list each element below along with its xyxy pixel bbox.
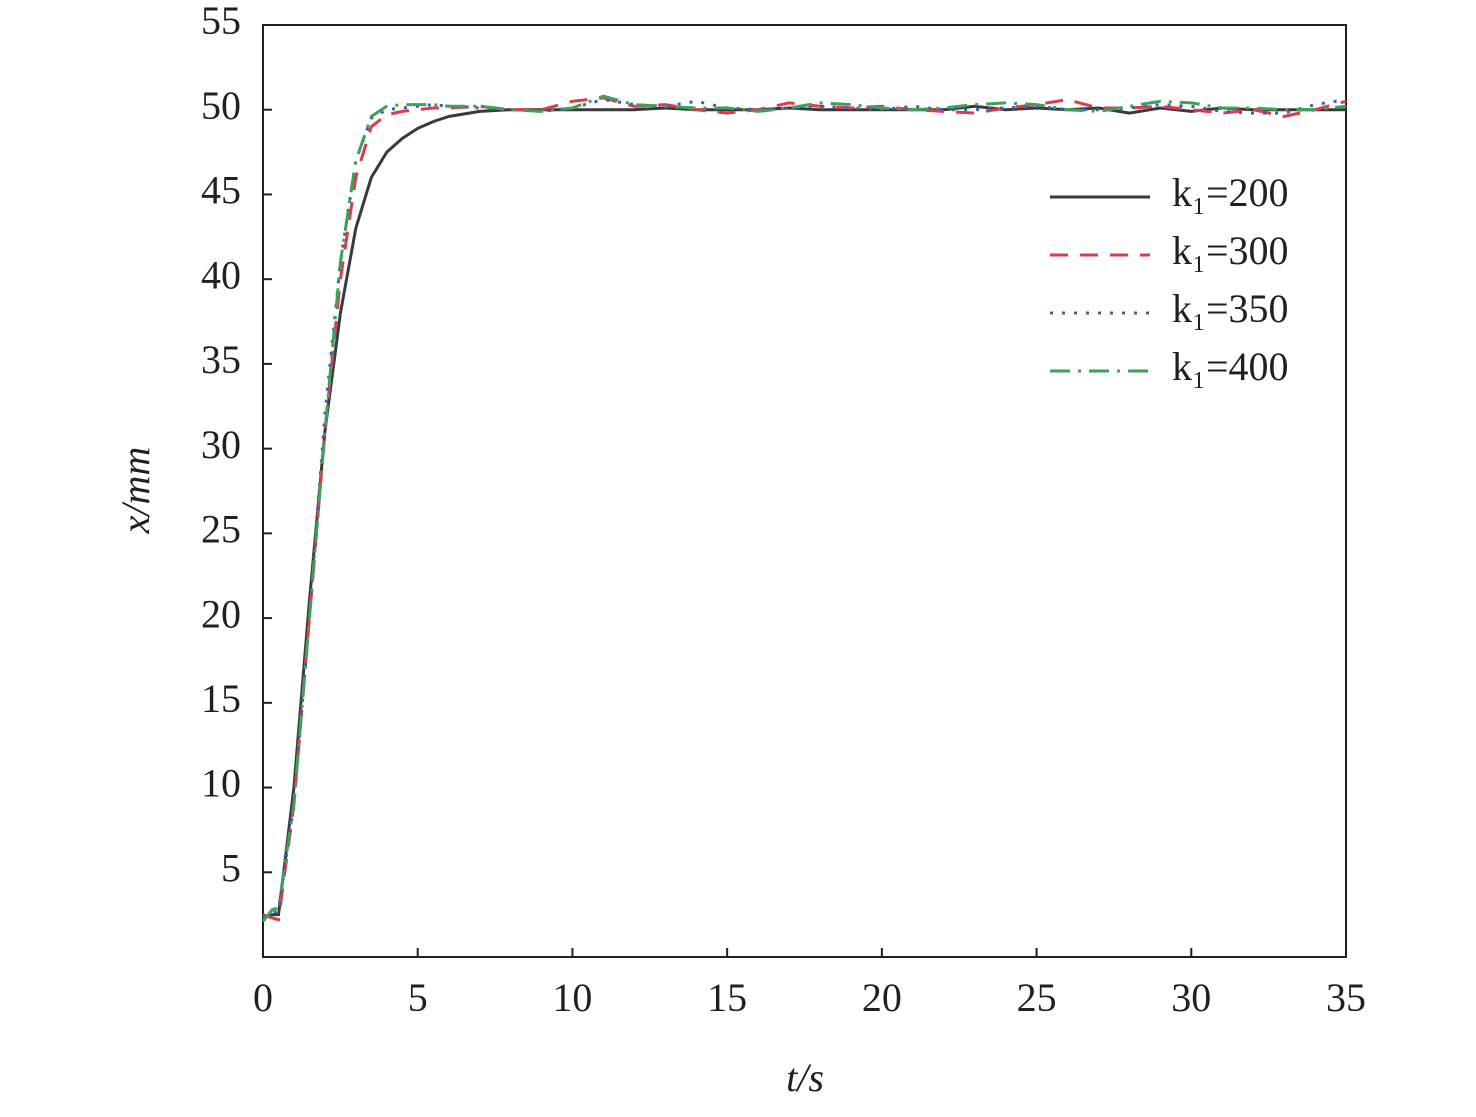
series-line xyxy=(261,94,1347,923)
x-tick-label: 5 xyxy=(408,975,428,1020)
x-tick-label: 10 xyxy=(552,975,592,1020)
y-tick-label: 50 xyxy=(201,83,241,128)
y-tick-label: 35 xyxy=(201,337,241,382)
y-tick-label: 5 xyxy=(221,845,241,890)
legend-label: k₁=350 xyxy=(1172,286,1289,331)
x-tick-label: 15 xyxy=(707,975,747,1020)
legend-label: k₁=400 xyxy=(1172,344,1289,389)
legend-label: k₁=200 xyxy=(1172,170,1289,215)
series-line xyxy=(262,96,1347,922)
y-tick-label: 55 xyxy=(201,0,241,43)
x-tick-label: 20 xyxy=(862,975,902,1020)
y-tick-label: 25 xyxy=(201,507,241,552)
x-tick-label: 0 xyxy=(253,975,273,1020)
x-tick-label: 30 xyxy=(1171,975,1211,1020)
x-axis-title: t/s xyxy=(786,1055,824,1100)
y-tick-label: 15 xyxy=(201,676,241,721)
x-tick-label: 25 xyxy=(1017,975,1057,1020)
y-tick-label: 40 xyxy=(201,252,241,297)
legend-label: k₁=300 xyxy=(1172,228,1289,273)
x-tick-label: 35 xyxy=(1326,975,1366,1020)
plot-frame xyxy=(262,24,1347,958)
y-tick-label: 30 xyxy=(201,422,241,467)
y-tick-label: 10 xyxy=(201,761,241,806)
series-line xyxy=(262,98,1347,920)
y-tick-label: 20 xyxy=(201,591,241,636)
y-tick-label: 45 xyxy=(201,168,241,213)
y-axis-title: x/mm xyxy=(113,447,158,535)
